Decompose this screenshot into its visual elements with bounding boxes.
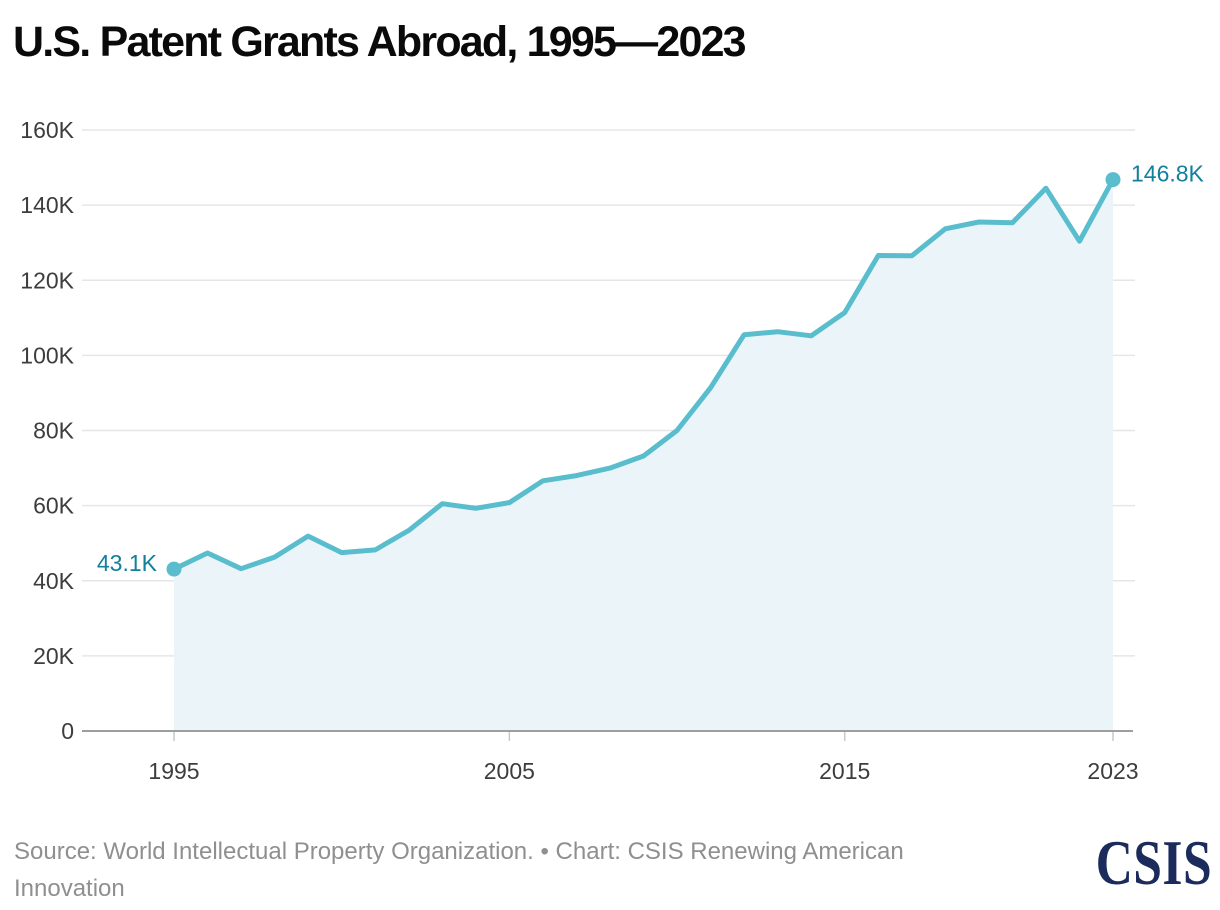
trend-line	[171, 177, 1116, 572]
y-tick-label: 40K	[33, 568, 75, 594]
patent-grants-line-chart: 0 20K 40K 60K 80K 100K 120K 140K 160K 1995 2005 201…	[20, 117, 1205, 784]
y-tick-label: 20K	[33, 643, 75, 669]
x-tick-label: 2023	[1087, 758, 1138, 784]
y-tick-label: 120K	[20, 267, 74, 293]
csis-logo: CSIS	[1095, 828, 1212, 898]
source-note: Source: World Intellectual Property Orga…	[14, 838, 904, 902]
start-point-label: 43.1K	[97, 550, 158, 576]
x-tick-label: 2015	[819, 758, 870, 784]
end-point-label: 146.8K	[1131, 161, 1205, 187]
chart-title: U.S. Patent Grants Abroad, 1995—2023	[13, 18, 747, 66]
y-tick-label: 100K	[20, 342, 74, 368]
y-tick-label: 140K	[20, 192, 74, 218]
y-tick-label: 0	[61, 718, 74, 744]
end-point-dot	[1105, 172, 1121, 188]
x-tick-label: 1995	[148, 758, 199, 784]
y-tick-label: 80K	[33, 418, 75, 444]
x-tick-label: 2005	[484, 758, 535, 784]
area-fill	[174, 179, 1113, 732]
y-tick-label: 60K	[33, 493, 75, 519]
y-tick-label: 160K	[20, 117, 74, 143]
start-point-dot	[166, 561, 182, 577]
